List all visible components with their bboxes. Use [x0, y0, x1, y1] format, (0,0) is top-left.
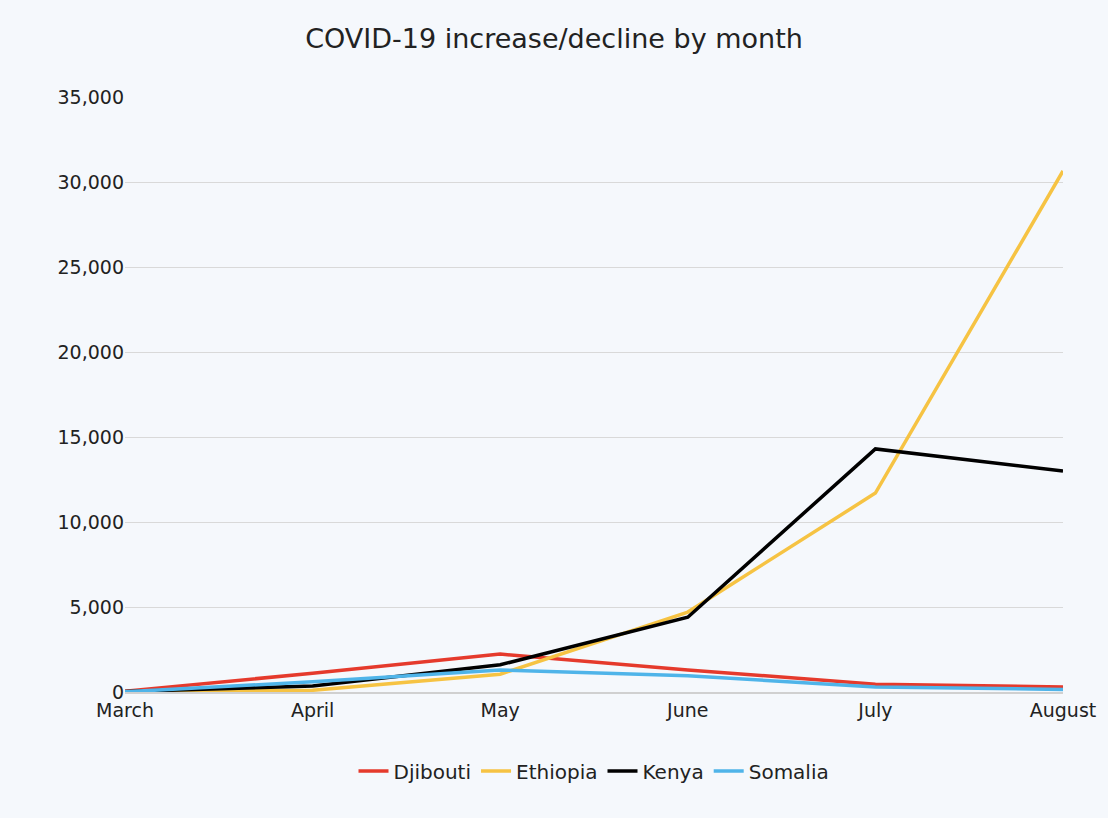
svg-text:15,000: 15,000: [58, 426, 124, 448]
svg-text:June: June: [666, 699, 708, 721]
svg-text:Ethiopia: Ethiopia: [516, 760, 597, 784]
svg-text:0: 0: [112, 681, 124, 703]
svg-text:Djibouti: Djibouti: [394, 760, 472, 784]
svg-text:Kenya: Kenya: [643, 760, 704, 784]
svg-text:July: July: [857, 699, 892, 721]
svg-text:COVID-19 increase/decline by m: COVID-19 increase/decline by month: [305, 23, 803, 54]
svg-text:April: April: [291, 699, 334, 721]
svg-text:5,000: 5,000: [70, 596, 124, 618]
svg-text:25,000: 25,000: [58, 256, 124, 278]
svg-text:Somalia: Somalia: [749, 760, 829, 784]
svg-text:35,000: 35,000: [58, 86, 124, 108]
svg-text:August: August: [1030, 699, 1097, 721]
svg-text:March: March: [96, 699, 154, 721]
svg-text:30,000: 30,000: [58, 171, 124, 193]
svg-text:10,000: 10,000: [58, 511, 124, 533]
svg-text:20,000: 20,000: [58, 341, 124, 363]
svg-text:May: May: [481, 699, 520, 721]
